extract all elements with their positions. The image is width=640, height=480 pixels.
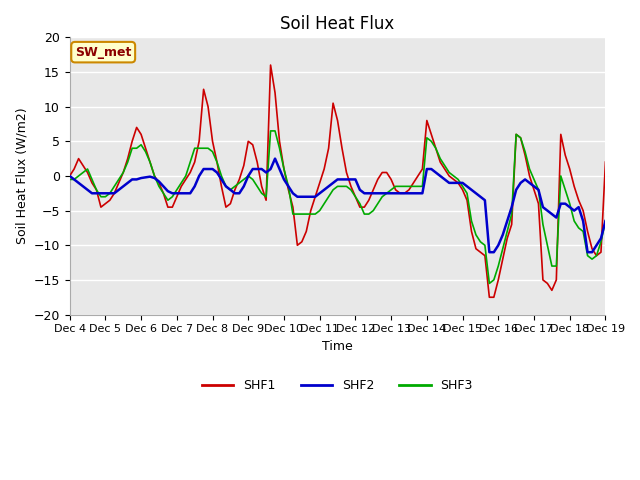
Line: SHF3: SHF3: [70, 131, 605, 283]
SHF2: [575, 204, 582, 210]
SHF1: [66, 173, 74, 179]
Line: SHF2: SHF2: [70, 158, 605, 252]
Text: SW_met: SW_met: [75, 46, 131, 59]
SHF1: [405, 187, 413, 192]
SHF3: [486, 280, 493, 286]
SHF3: [267, 128, 275, 134]
SHF2: [298, 194, 306, 200]
SHF2: [432, 169, 440, 175]
SHF2: [602, 218, 609, 224]
SHF2: [405, 191, 413, 196]
SHF1: [575, 197, 582, 203]
X-axis label: Time: Time: [322, 340, 353, 353]
SHF3: [432, 145, 440, 151]
SHF3: [120, 169, 127, 175]
SHF1: [432, 145, 440, 151]
SHF1: [602, 159, 609, 165]
SHF1: [191, 159, 198, 165]
Y-axis label: Soil Heat Flux (W/m2): Soil Heat Flux (W/m2): [15, 108, 28, 244]
SHF1: [120, 169, 127, 175]
Title: Soil Heat Flux: Soil Heat Flux: [280, 15, 395, 33]
Line: SHF1: SHF1: [70, 65, 605, 297]
SHF2: [486, 249, 493, 255]
SHF1: [486, 294, 493, 300]
Legend: SHF1, SHF2, SHF3: SHF1, SHF2, SHF3: [197, 374, 478, 397]
SHF3: [66, 177, 74, 182]
SHF3: [602, 218, 609, 224]
SHF2: [191, 183, 198, 189]
SHF3: [191, 145, 198, 151]
SHF2: [271, 156, 279, 161]
SHF2: [66, 173, 74, 179]
SHF1: [267, 62, 275, 68]
SHF1: [298, 239, 306, 245]
SHF3: [298, 211, 306, 217]
SHF3: [575, 225, 582, 231]
SHF2: [120, 183, 127, 189]
SHF3: [405, 183, 413, 189]
